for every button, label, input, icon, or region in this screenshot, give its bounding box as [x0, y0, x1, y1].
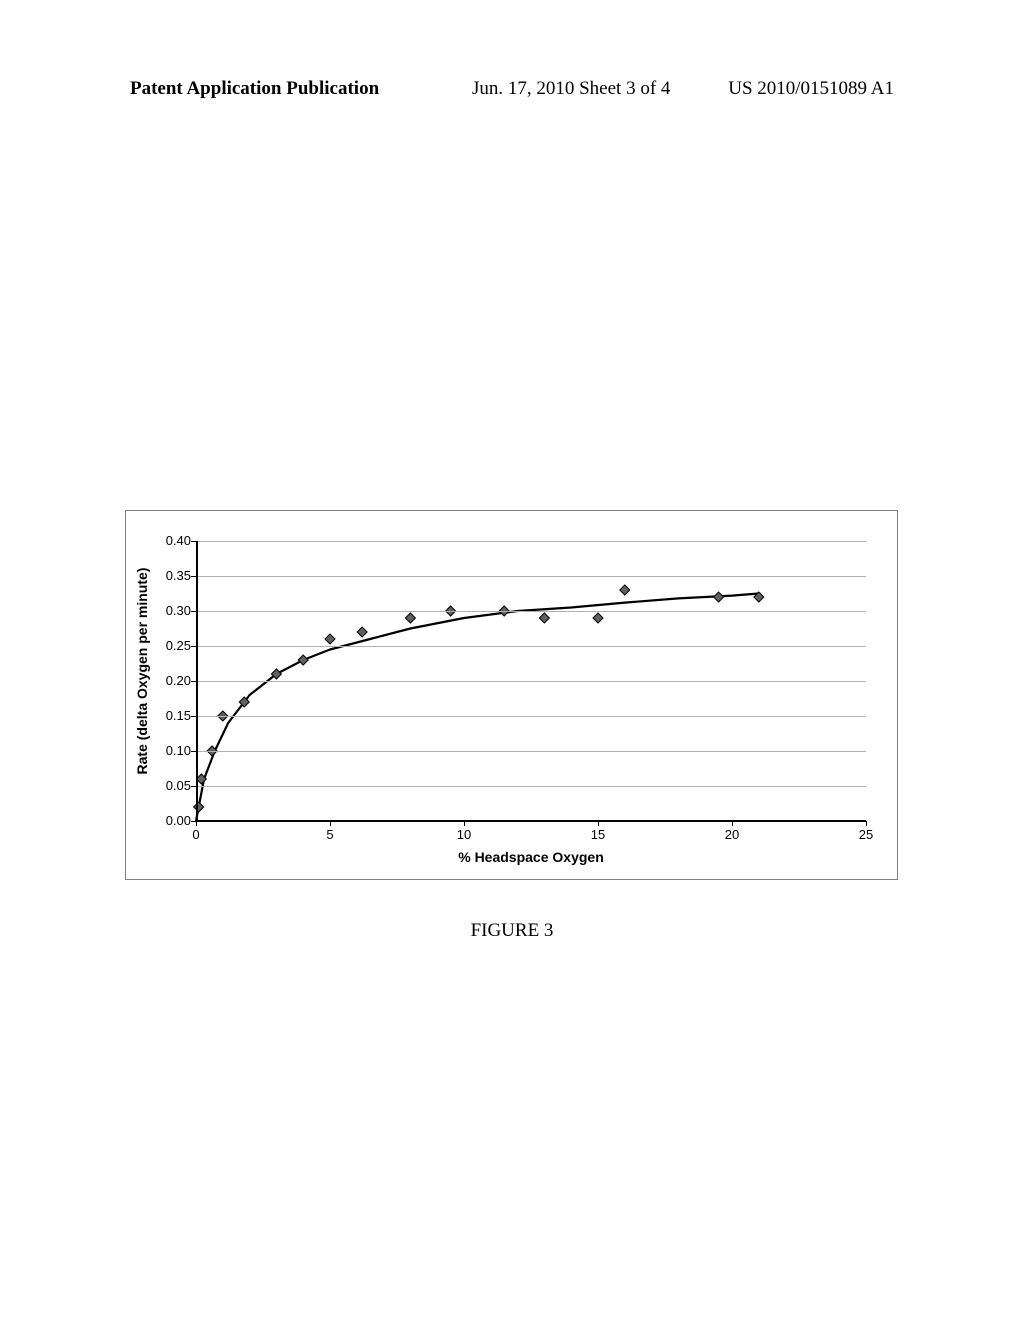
- y-tick-label: 0.05: [156, 778, 191, 793]
- data-point-marker: [325, 634, 335, 644]
- figure-caption: FIGURE 3: [0, 920, 1024, 942]
- gridline: [196, 751, 866, 752]
- gridline: [196, 786, 866, 787]
- header-right: US 2010/0151089 A1: [728, 78, 894, 100]
- x-tick: [330, 821, 331, 826]
- gridline: [196, 541, 866, 542]
- chart-frame: Rate (delta Oxygen per minute) % Headspa…: [125, 510, 898, 880]
- data-point-marker: [298, 655, 308, 665]
- y-tick: [191, 611, 196, 612]
- y-tick: [191, 576, 196, 577]
- y-tick-label: 0.15: [156, 708, 191, 723]
- gridline: [196, 646, 866, 647]
- y-tick-label: 0.10: [156, 743, 191, 758]
- y-axis-line: [196, 541, 198, 821]
- x-tick-label: 15: [583, 827, 613, 842]
- y-tick: [191, 716, 196, 717]
- page-header: Patent Application Publication Jun. 17, …: [0, 78, 1024, 100]
- y-tick: [191, 786, 196, 787]
- data-point-marker: [714, 592, 724, 602]
- x-tick-label: 20: [717, 827, 747, 842]
- data-point-marker: [357, 627, 367, 637]
- x-tick: [464, 821, 465, 826]
- x-axis-label: % Headspace Oxygen: [196, 849, 866, 865]
- header-left: Patent Application Publication: [130, 78, 379, 100]
- y-tick-label: 0.40: [156, 533, 191, 548]
- gridline: [196, 681, 866, 682]
- plot-area: [196, 541, 866, 821]
- data-point-marker: [620, 585, 630, 595]
- gridline: [196, 576, 866, 577]
- y-axis-label: Rate (delta Oxygen per minute): [134, 531, 150, 811]
- y-tick: [191, 541, 196, 542]
- y-tick-label: 0.35: [156, 568, 191, 583]
- y-tick-label: 0.00: [156, 813, 191, 828]
- data-point-marker: [539, 613, 549, 623]
- x-axis-line: [196, 820, 866, 822]
- x-tick: [732, 821, 733, 826]
- x-tick: [866, 821, 867, 826]
- data-point-marker: [405, 613, 415, 623]
- x-tick-label: 25: [851, 827, 881, 842]
- header-center: Jun. 17, 2010 Sheet 3 of 4: [472, 78, 670, 100]
- y-tick: [191, 751, 196, 752]
- x-tick: [598, 821, 599, 826]
- x-tick-label: 0: [181, 827, 211, 842]
- y-tick-label: 0.20: [156, 673, 191, 688]
- y-tick-label: 0.30: [156, 603, 191, 618]
- gridline: [196, 716, 866, 717]
- y-tick: [191, 646, 196, 647]
- gridline: [196, 611, 866, 612]
- y-tick: [191, 681, 196, 682]
- y-tick-label: 0.25: [156, 638, 191, 653]
- x-tick: [196, 821, 197, 826]
- x-tick-label: 10: [449, 827, 479, 842]
- x-tick-label: 5: [315, 827, 345, 842]
- data-point-marker: [593, 613, 603, 623]
